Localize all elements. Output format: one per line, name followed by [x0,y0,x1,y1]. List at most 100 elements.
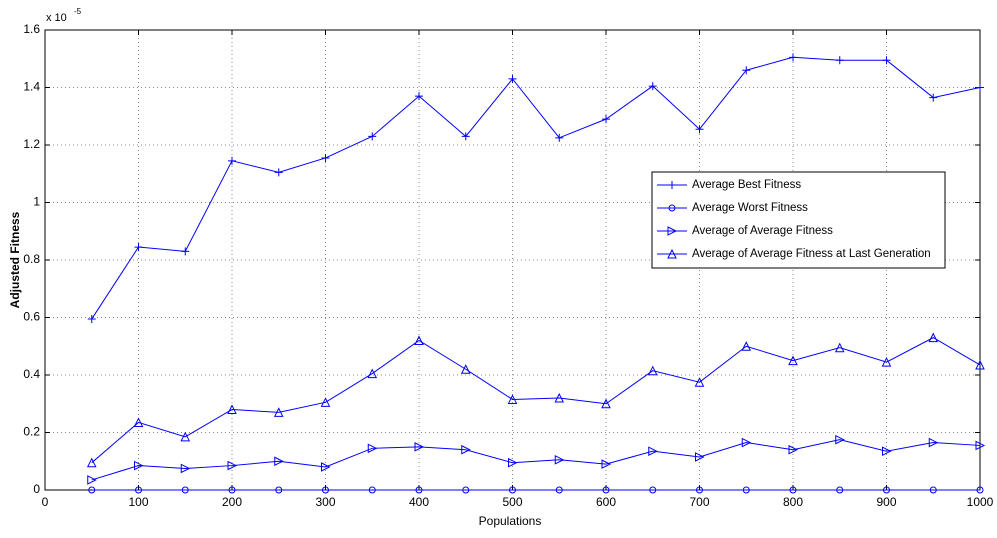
y-tick-label: 1 [33,195,40,209]
marker [181,247,190,256]
marker [555,133,564,142]
marker [460,364,471,374]
marker [647,365,658,376]
x-tick-label: 1000 [967,495,994,509]
marker [742,486,750,494]
marker [929,486,937,494]
marker [507,394,518,404]
marker [649,486,657,494]
legend-marker [667,226,678,236]
marker [414,335,424,345]
marker [834,342,845,353]
y-tick-label: 0.2 [23,425,40,439]
marker [976,486,984,494]
marker [367,443,378,454]
y-axis-label: Adjusted Fitness [8,211,22,308]
y-tick-label: 1.4 [23,80,40,94]
marker [180,431,191,442]
marker [741,341,752,351]
marker [975,359,985,370]
marker [788,444,799,455]
marker [87,314,96,323]
marker [134,460,144,471]
marker [415,486,423,494]
marker [461,444,471,455]
marker [554,392,565,403]
marker [976,83,984,92]
marker [882,446,892,456]
marker [602,486,610,494]
marker [227,404,237,414]
legend-label: Average Worst Fitness [692,202,808,214]
marker [789,486,797,494]
marker [367,368,378,379]
x-tick-label: 700 [689,495,709,509]
marker [415,92,423,101]
marker [929,93,938,102]
marker [788,355,798,366]
marker [696,486,703,494]
legend-label: Average of Average Fitness [692,225,833,237]
x-tick-label: 800 [783,495,803,509]
marker [368,132,377,141]
legend-box [651,171,946,269]
x-tick-label: 600 [596,495,616,509]
marker [789,53,797,62]
marker [322,486,329,494]
x-tick-label: 500 [502,495,522,509]
marker [508,74,517,83]
legend-label: Average of Average Fitness at Last Gener… [692,248,931,260]
y-tick-label: 1.6 [23,22,40,36]
marker [320,397,331,407]
marker [508,457,518,468]
marker [462,486,470,494]
marker [695,125,704,134]
marker [228,486,236,494]
y-tick-label: 0.4 [23,367,40,381]
marker [180,463,191,474]
marker [695,452,705,462]
marker [88,486,96,494]
series-line [91,337,981,464]
marker [273,407,284,417]
x-tick-label: 0 [42,495,49,509]
marker [181,486,189,494]
marker [694,377,705,387]
marker [87,475,97,485]
marker [274,456,284,467]
marker [321,462,331,472]
x-axis-label: Populations [479,514,542,528]
y-multiplier: x 10 [46,12,67,24]
legend-label: Average Best Fitness [692,179,801,191]
marker [368,486,376,494]
marker [881,356,892,367]
legend-marker [667,248,677,259]
marker [928,332,939,343]
legend-marker [668,204,676,212]
marker [602,115,610,124]
legend-marker [668,181,676,189]
x-tick-label: 100 [128,495,148,509]
marker [461,132,470,141]
series-line [91,56,981,320]
marker [601,459,612,469]
y-tick-label: 0.6 [23,310,40,324]
x-tick-label: 300 [315,495,335,509]
marker [835,56,844,65]
marker [274,168,283,177]
marker [975,440,986,451]
marker [321,153,330,162]
marker [883,486,890,494]
marker [86,457,97,468]
x-tick-label: 400 [409,495,429,509]
y-tick-label: 0.8 [23,252,40,266]
y-tick-label: 0 [33,482,40,496]
y-multiplier-exponent: -5 [74,7,82,16]
marker [742,66,751,75]
series-line [91,439,981,481]
marker [882,56,891,65]
marker [601,398,611,409]
marker [648,82,657,91]
marker [134,243,143,252]
